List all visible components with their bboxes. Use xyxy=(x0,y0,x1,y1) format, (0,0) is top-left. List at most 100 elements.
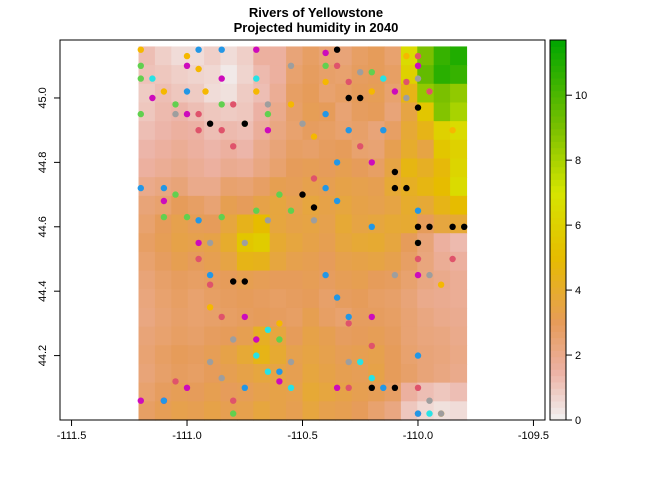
raster-cell xyxy=(253,401,271,421)
river-point-blue xyxy=(322,110,329,118)
raster-cell xyxy=(253,158,271,178)
raster-cell xyxy=(400,326,418,346)
colorbar-segment xyxy=(550,350,566,358)
river-point-black xyxy=(206,120,214,127)
raster-cell xyxy=(236,326,254,346)
raster-cell xyxy=(368,139,386,160)
raster-cell xyxy=(154,195,172,216)
river-point-pink xyxy=(195,255,202,263)
colorbar-legend: 0 2 4 6 8 10 xyxy=(549,39,587,427)
raster-cell xyxy=(351,251,369,272)
river-point-magenta xyxy=(183,62,191,69)
river-point-gray xyxy=(218,374,225,382)
raster-cell xyxy=(286,401,304,421)
raster-cell xyxy=(450,83,468,104)
raster-cell xyxy=(417,233,435,253)
raster-cell xyxy=(220,214,238,234)
colorbar-segment xyxy=(550,382,566,389)
raster-cell xyxy=(368,289,386,309)
raster-cell xyxy=(187,158,205,178)
raster-cell xyxy=(236,195,254,216)
raster-cell xyxy=(400,270,418,290)
raster-cell xyxy=(351,102,369,122)
raster-cell xyxy=(417,177,435,197)
river-point-pink xyxy=(345,78,352,86)
colorbar-segment xyxy=(550,46,566,54)
raster-cell xyxy=(318,326,336,346)
colorbar-segment xyxy=(550,312,566,320)
raster-cell xyxy=(138,195,156,216)
raster-cell xyxy=(138,363,156,384)
raster-cell xyxy=(253,270,271,290)
raster-cell xyxy=(384,121,402,141)
raster-cell xyxy=(433,363,451,384)
river-point-pink xyxy=(230,101,237,108)
raster-cell xyxy=(253,139,271,160)
raster-cell xyxy=(236,121,254,141)
raster-cell xyxy=(450,65,468,85)
raster-cell xyxy=(220,177,238,197)
raster-cell xyxy=(318,195,336,216)
river-point-blue xyxy=(333,159,341,166)
raster-cell xyxy=(236,401,254,421)
raster-cell xyxy=(450,401,468,421)
colorbar-segment xyxy=(550,71,566,79)
raster-cell xyxy=(351,46,369,66)
raster-cell xyxy=(400,102,418,122)
colorbar-segment xyxy=(550,413,566,421)
raster-cell xyxy=(450,345,468,365)
colorbar-segment xyxy=(550,217,566,225)
river-point-black xyxy=(230,278,237,285)
y-tick-label: 44.4 xyxy=(37,280,49,301)
raster-cell xyxy=(318,65,336,85)
river-point-cyan xyxy=(253,75,260,82)
raster-cell xyxy=(286,158,304,178)
raster-cell xyxy=(351,307,369,328)
raster-cell xyxy=(138,270,156,290)
river-point-magenta xyxy=(264,127,272,134)
raster-cell xyxy=(220,382,238,402)
river-point-black xyxy=(391,168,399,176)
river-point-black xyxy=(426,223,433,230)
river-point-pink xyxy=(357,143,364,150)
river-point-blue xyxy=(195,46,202,53)
raster-cell xyxy=(286,270,304,290)
raster-cell xyxy=(384,251,402,272)
raster-cell xyxy=(302,345,320,365)
raster-cell xyxy=(318,158,336,178)
raster-cell xyxy=(286,326,304,346)
raster-cell xyxy=(417,121,435,141)
river-point-gray xyxy=(206,358,214,366)
raster-cell xyxy=(236,65,254,85)
raster-cell xyxy=(220,83,238,104)
raster-cell xyxy=(417,139,435,160)
raster-cell xyxy=(269,121,287,141)
colorbar-segment xyxy=(550,230,566,237)
colorbar-segment xyxy=(550,166,566,174)
river-point-orange xyxy=(160,88,168,95)
raster-cell xyxy=(351,326,369,346)
raster-cell xyxy=(302,270,320,290)
raster-cell xyxy=(286,139,304,160)
colorbar-segment xyxy=(550,160,566,168)
raster-cell xyxy=(318,233,336,253)
raster-cell xyxy=(138,233,156,253)
river-point-green xyxy=(368,69,375,76)
raster-cell xyxy=(368,401,386,421)
river-point-pink xyxy=(403,78,410,86)
river-point-pink xyxy=(414,52,422,60)
raster-cell xyxy=(302,326,320,346)
raster-cell xyxy=(368,177,386,197)
raster-cell xyxy=(138,177,156,197)
river-point-orange xyxy=(368,88,375,95)
x-tick-label: -111.5 xyxy=(57,430,87,442)
raster-cell xyxy=(335,326,353,346)
raster-cell xyxy=(154,289,172,309)
raster-cell xyxy=(302,195,320,216)
river-point-green xyxy=(172,101,179,108)
raster-cell xyxy=(286,382,304,402)
river-point-green xyxy=(276,191,283,198)
colorbar-segment xyxy=(550,249,566,256)
raster-cell xyxy=(204,46,222,66)
